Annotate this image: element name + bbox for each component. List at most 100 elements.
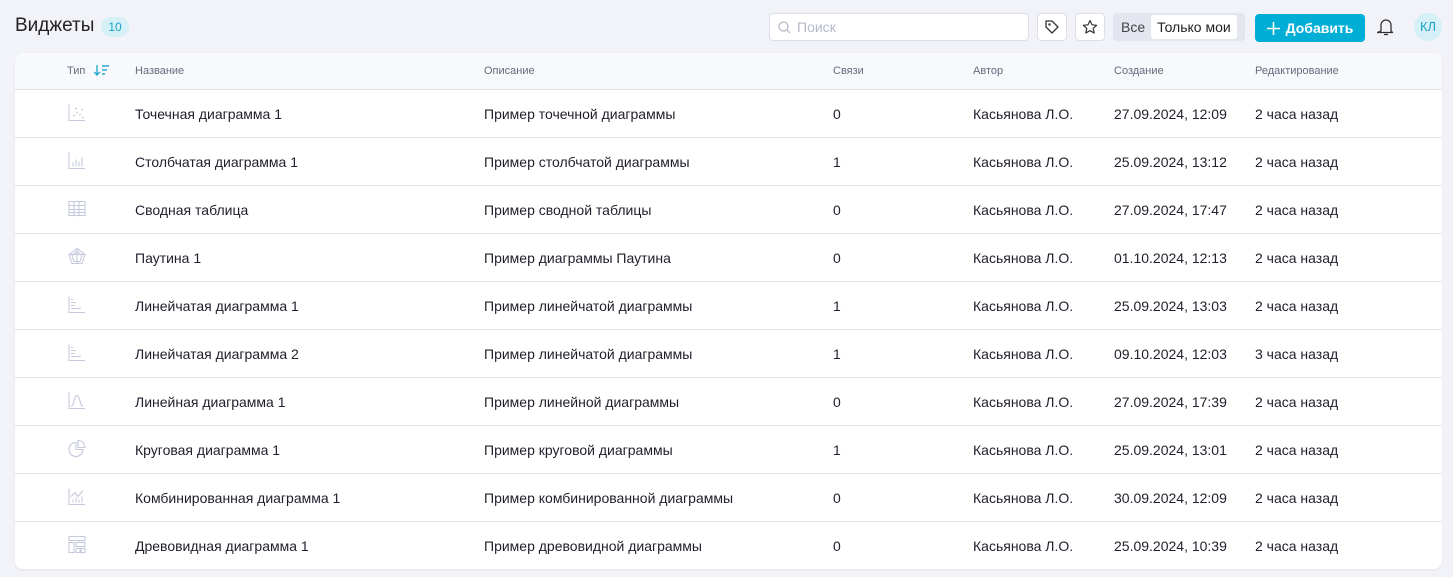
- widget-edited: 2 часа назад: [1255, 153, 1339, 170]
- widget-description: Пример линейчатой диаграммы: [484, 297, 693, 314]
- widget-created: 27.09.2024, 17:47: [1114, 201, 1227, 218]
- widget-links: 1: [833, 297, 841, 314]
- col-links[interactable]: Связи: [833, 65, 864, 77]
- col-edited[interactable]: Редактирование: [1255, 65, 1339, 77]
- favorites-button[interactable]: [1075, 13, 1105, 41]
- count-badge: 10: [101, 17, 129, 37]
- widget-name[interactable]: Круговая диаграмма 1: [135, 441, 281, 458]
- widget-author: Касьянова Л.О.: [973, 153, 1074, 170]
- widget-links: 0: [833, 489, 841, 506]
- table-row[interactable]: Паутина 1 Пример диаграммы Паутина 0 Касьян…: [15, 234, 1442, 282]
- avatar[interactable]: КЛ: [1414, 13, 1442, 41]
- widget-links: 0: [833, 538, 841, 554]
- widget-author: Касьянова Л.О.: [973, 201, 1074, 218]
- widget-author: Касьянова Л.О.: [973, 297, 1074, 314]
- table-row[interactable]: Круговая диаграмма 1 Пример круговой диаг…: [15, 426, 1442, 474]
- widget-author: Касьянова Л.О.: [973, 105, 1074, 122]
- widget-name[interactable]: Точечная диаграмма 1: [135, 105, 282, 122]
- ownership-filter[interactable]: Все Только мои: [1113, 13, 1245, 41]
- horizontal-bar-chart-icon: [68, 343, 86, 364]
- search-icon: [778, 20, 791, 33]
- table-row[interactable]: Точечная диаграмма 1 Пример точечной диаг…: [15, 90, 1442, 138]
- widget-created: 25.09.2024, 13:12: [1114, 153, 1227, 170]
- widget-created: 25.09.2024, 10:39: [1114, 538, 1227, 554]
- star-icon: [1082, 19, 1098, 34]
- widget-description: Пример диаграммы Паутина: [484, 249, 671, 266]
- widget-description: Пример точечной диаграммы: [484, 105, 676, 122]
- table-row[interactable]: Древовидная диаграмма 1 Пример древовидно…: [15, 522, 1442, 569]
- widget-edited: 2 часа назад: [1255, 393, 1339, 410]
- table-row[interactable]: Линейчатая диаграмма 1 Пример линейчатой …: [15, 282, 1442, 330]
- widget-edited: 2 часа назад: [1255, 441, 1339, 458]
- widget-links: 1: [833, 441, 841, 458]
- filter-all[interactable]: Все: [1121, 19, 1146, 35]
- filter-mine[interactable]: Только мои: [1151, 15, 1237, 39]
- notifications-button[interactable]: [1376, 17, 1395, 42]
- widget-author: Касьянова Л.О.: [973, 489, 1074, 506]
- widget-edited: 3 часа назад: [1255, 345, 1339, 362]
- add-button[interactable]: Добавить: [1255, 14, 1365, 42]
- widget-name[interactable]: Линейчатая диаграмма 2: [135, 345, 299, 362]
- widget-author: Касьянова Л.О.: [973, 393, 1074, 410]
- tags-button[interactable]: [1037, 13, 1067, 41]
- widget-edited: 2 часа назад: [1255, 489, 1339, 506]
- table-row[interactable]: Сводная таблица Пример сводной таблицы 0 Ка…: [15, 186, 1442, 234]
- widget-edited: 2 часа назад: [1255, 538, 1339, 554]
- widget-author: Касьянова Л.О.: [973, 249, 1074, 266]
- widget-description: Пример древовидной диаграммы: [484, 538, 702, 554]
- widget-author: Касьянова Л.О.: [973, 345, 1074, 362]
- widgets-table: Тип Название Описание Связи Автор Создан…: [15, 53, 1442, 569]
- table-row[interactable]: Линейчатая диаграмма 2 Пример линейчатой …: [15, 330, 1442, 378]
- horizontal-bar-chart-icon: [68, 295, 86, 316]
- table-row[interactable]: Комбинированная диаграмма 1 Пример комбин…: [15, 474, 1442, 522]
- widget-created: 30.09.2024, 12:09: [1114, 489, 1227, 506]
- widget-description: Пример линейной диаграммы: [484, 393, 680, 410]
- widget-name[interactable]: Столбчатая диаграмма 1: [135, 153, 299, 170]
- widget-links: 1: [833, 153, 841, 170]
- pie-chart-icon: [68, 439, 86, 460]
- widget-name[interactable]: Сводная таблица: [135, 201, 249, 218]
- widget-edited: 2 часа назад: [1255, 297, 1339, 314]
- page-title: Виджеты: [15, 15, 95, 36]
- widget-created: 01.10.2024, 12:13: [1114, 249, 1227, 266]
- col-description[interactable]: Описание: [484, 65, 535, 77]
- col-created[interactable]: Создание: [1114, 65, 1164, 77]
- plus-icon: [1266, 21, 1280, 35]
- widget-created: 25.09.2024, 13:03: [1114, 297, 1227, 314]
- sort-icon[interactable]: [93, 65, 110, 77]
- widget-links: 0: [833, 201, 841, 218]
- col-author[interactable]: Автор: [973, 65, 1004, 77]
- widget-description: Пример комбинированной диаграммы: [484, 489, 734, 506]
- search-input[interactable]: [797, 19, 1017, 35]
- widget-edited: 2 часа назад: [1255, 201, 1339, 218]
- widget-created: 27.09.2024, 17:39: [1114, 393, 1227, 410]
- widget-name[interactable]: Паутина 1: [135, 249, 202, 266]
- widget-edited: 2 часа назад: [1255, 105, 1339, 122]
- widget-created: 27.09.2024, 12:09: [1114, 105, 1227, 122]
- widget-created: 25.09.2024, 13:01: [1114, 441, 1227, 458]
- widget-links: 0: [833, 249, 841, 266]
- search-box[interactable]: [769, 13, 1029, 41]
- widget-name[interactable]: Линейная диаграмма 1: [135, 393, 286, 410]
- combo-chart-icon: [68, 487, 86, 508]
- col-type[interactable]: Тип: [67, 65, 110, 77]
- bell-icon: [1376, 19, 1394, 36]
- widget-author: Касьянова Л.О.: [973, 538, 1074, 554]
- widget-edited: 2 часа назад: [1255, 249, 1339, 266]
- scatter-chart-icon: [68, 103, 86, 124]
- widget-name[interactable]: Древовидная диаграмма 1: [135, 538, 309, 554]
- widget-description: Пример сводной таблицы: [484, 201, 652, 218]
- line-chart-icon: [68, 391, 86, 412]
- widget-name[interactable]: Линейчатая диаграмма 1: [135, 297, 299, 314]
- col-name[interactable]: Название: [135, 65, 185, 77]
- table-row[interactable]: Линейная диаграмма 1 Пример линейной диаг…: [15, 378, 1442, 426]
- widget-created: 09.10.2024, 12:03: [1114, 345, 1227, 362]
- table-row[interactable]: Столбчатая диаграмма 1 Пример столбчатой …: [15, 138, 1442, 186]
- widget-description: Пример круговой диаграммы: [484, 441, 673, 458]
- add-label: Добавить: [1285, 20, 1354, 36]
- widget-name[interactable]: Комбинированная диаграмма 1: [135, 489, 341, 506]
- bar-chart-icon: [68, 151, 86, 172]
- radar-chart-icon: [68, 247, 86, 268]
- widget-description: Пример линейчатой диаграммы: [484, 345, 693, 362]
- widget-description: Пример столбчатой диаграммы: [484, 153, 690, 170]
